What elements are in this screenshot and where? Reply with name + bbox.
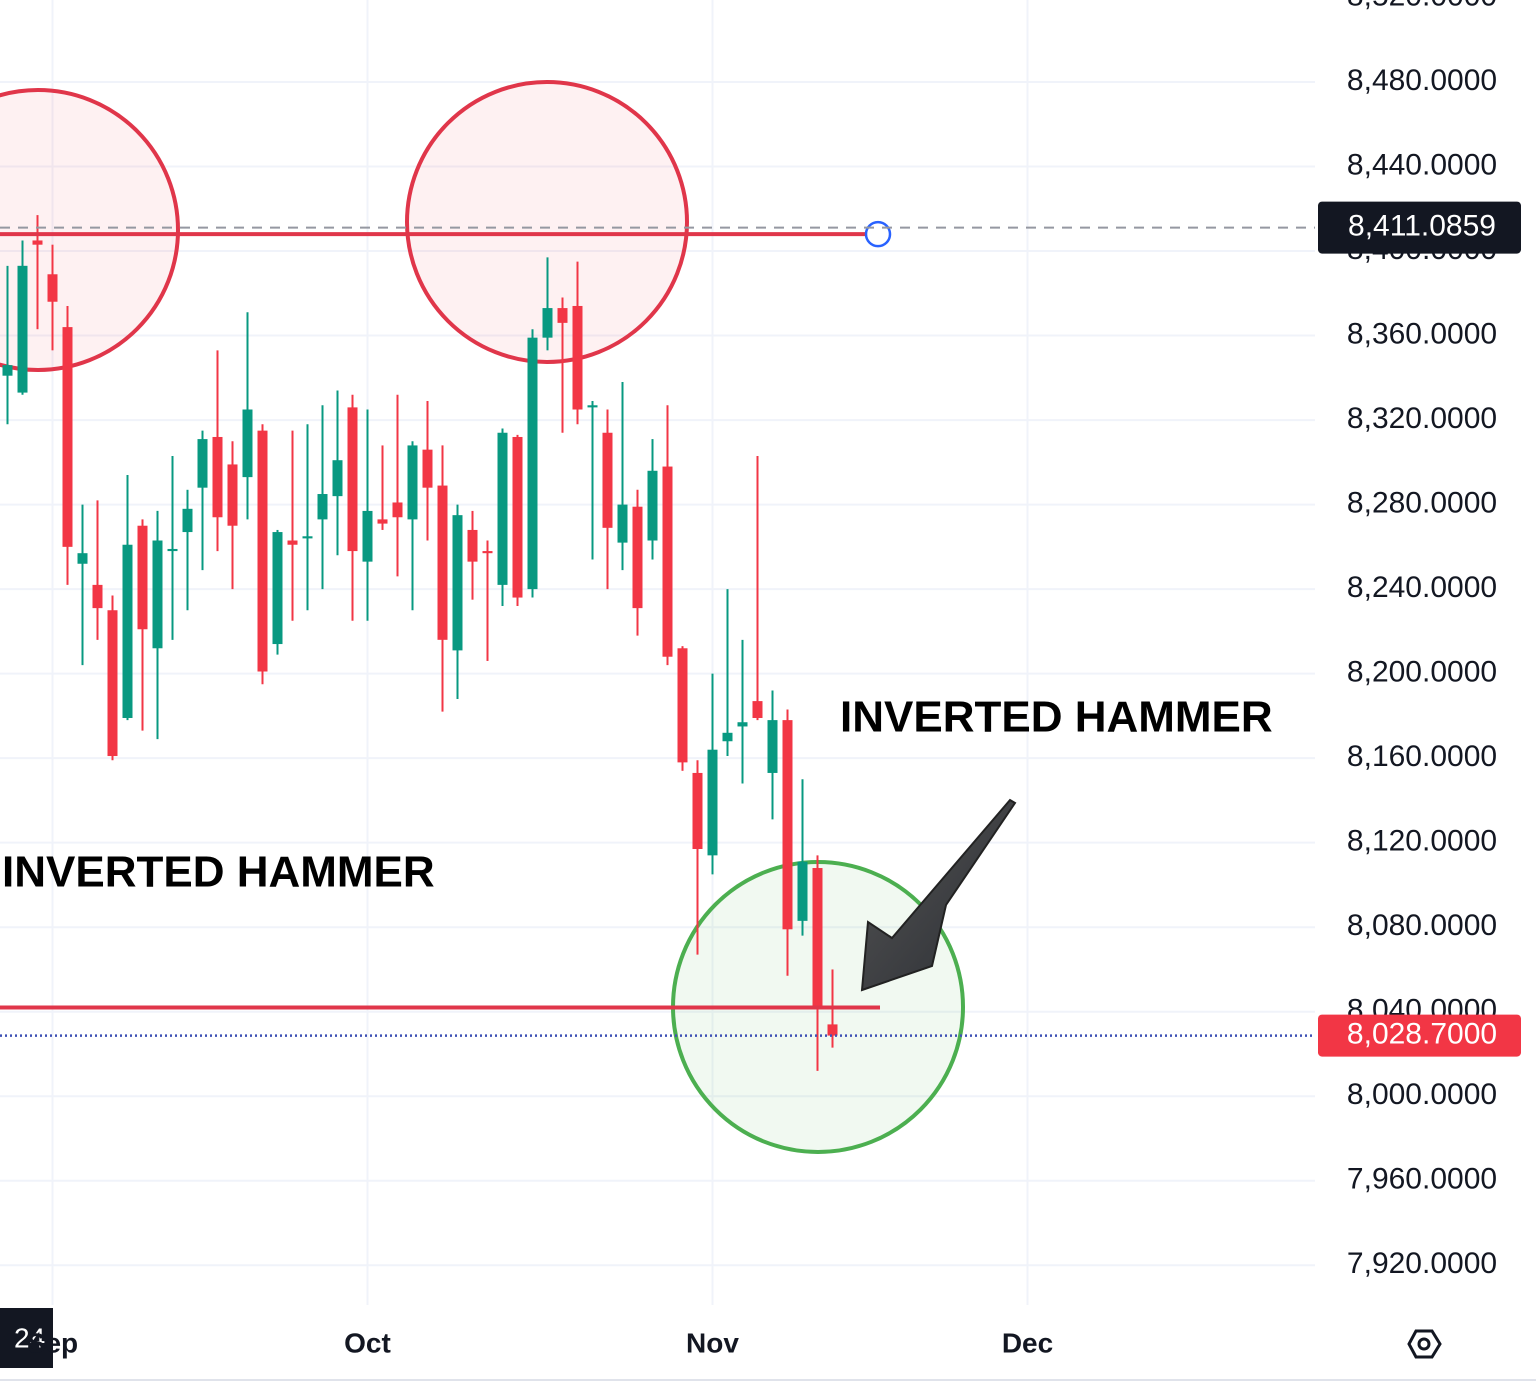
candle-body [542,308,553,338]
candle-body [212,436,223,518]
candle-body [17,265,28,393]
y-tick-label: 8,080.0000 [1347,909,1497,942]
candle-body [122,544,133,719]
candle-body [302,536,313,539]
candle-body [662,466,673,657]
candle-body [107,610,118,757]
grid [0,0,1315,1305]
candle-body [737,722,748,727]
overlay [0,220,1315,1037]
settings-hex[interactable] [1407,1329,1442,1359]
x-tick-label: Dec [1002,1327,1053,1358]
candle-body [602,432,613,528]
candle-body [722,732,733,742]
candle-body [287,540,298,545]
candle-body [242,409,253,478]
y-tick-label: 7,920.0000 [1347,1247,1497,1280]
y-tick-label: 7,960.0000 [1347,1163,1497,1196]
candle-body [797,861,808,921]
candle-body [452,515,463,651]
price-label: 8,411.0859 [1348,210,1496,243]
candle-body [77,553,88,564]
candle-body [812,868,823,1008]
candle-body [407,445,418,520]
x-tick-label: Sep [27,1327,78,1358]
candle-body [392,502,403,518]
candle-body [227,464,238,526]
y-tick-label: 8,240.0000 [1347,571,1497,604]
x-tick-label: Nov [686,1327,739,1358]
candle-body [617,504,628,543]
candle-body [677,648,688,763]
candle-body [572,305,583,410]
candle-body [692,772,703,850]
candle-body [377,519,388,524]
y-tick-label: 8,440.0000 [1347,148,1497,181]
candle-body [467,529,478,562]
candle-body [767,720,778,773]
candle-body [317,494,328,520]
y-tick-label: 8,360.0000 [1347,317,1497,350]
price-label-box [1318,201,1521,254]
candle-body [167,548,178,552]
y-tick-label: 8,160.0000 [1347,740,1497,773]
settings-dot[interactable] [1417,1337,1431,1351]
candle-body [152,540,163,649]
x-tick-label: Oct [344,1327,391,1358]
candle-body [32,240,43,245]
candle-body [827,1024,838,1036]
candle-body [272,532,283,645]
candle-body [647,470,658,541]
candle-body [512,436,523,598]
settings-icon[interactable] [1407,1329,1442,1359]
candle-body [137,525,148,630]
candle-body [482,551,493,554]
price-label-box [1318,1014,1521,1057]
candle-body [347,407,358,552]
crosshair-label: 24 [14,1322,45,1353]
highlight-circle [0,88,180,372]
candle-body [497,432,508,585]
y-tick-label: 8,520.0000 [1347,0,1497,12]
annotation: INVERTED HAMMER [2,848,435,897]
candle-body [182,508,193,533]
candle-body [92,584,103,609]
line-handle [864,220,892,248]
price-label: 8,028.7000 [1347,1018,1497,1051]
y-tick-label: 8,480.0000 [1347,64,1497,97]
candle-body [437,485,448,640]
candle-body [197,439,208,488]
candle-body [62,327,73,547]
candle-body [332,460,343,497]
candle-body [362,510,373,562]
candle-body [782,720,793,930]
arrow [860,798,1017,992]
candles [2,215,838,1071]
crosshair-box [0,1308,53,1368]
candle-body [632,506,643,609]
y-tick-label: 8,280.0000 [1347,487,1497,520]
candle-body [422,449,433,488]
y-tick-label: 8,200.0000 [1347,656,1497,689]
candle-body [557,308,568,323]
candle-body [752,701,763,719]
candle-body [2,365,13,376]
y-tick-label: 8,320.0000 [1347,402,1497,435]
candle-body [527,337,538,590]
y-tick-label: 8,120.0000 [1347,825,1497,858]
candle-body [707,749,718,856]
candle-body [257,430,268,672]
candle-body [47,274,58,302]
highlight-circle [405,80,689,364]
annotation: INVERTED HAMMER [840,693,1273,742]
candle-body [587,405,598,408]
y-tick-label: 8,000.0000 [1347,1078,1497,1111]
